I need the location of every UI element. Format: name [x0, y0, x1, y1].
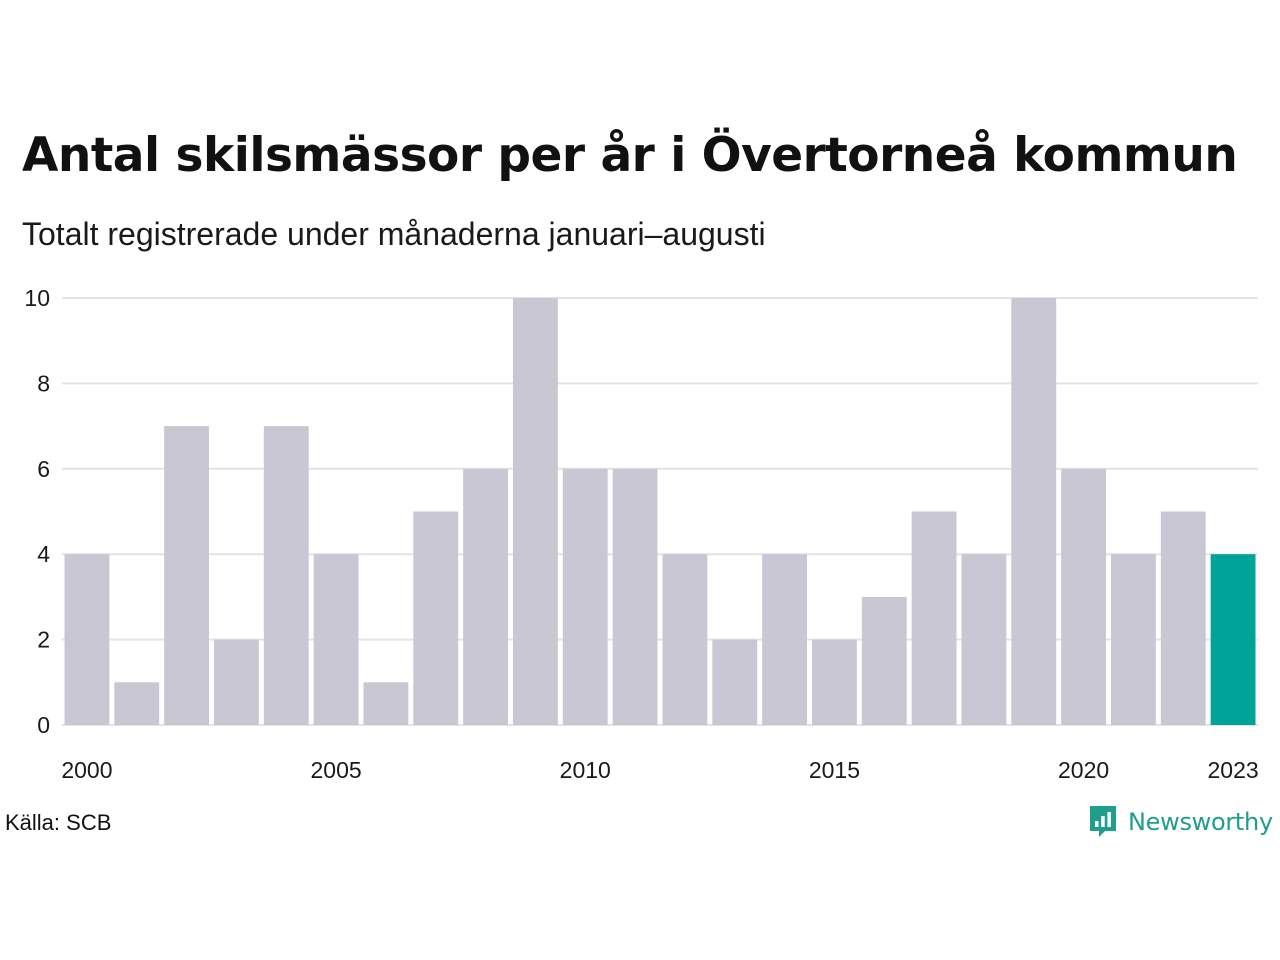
- bar: [114, 682, 160, 725]
- chart-subtitle: Totalt registrerade under månaderna janu…: [22, 216, 766, 252]
- bar: [1210, 554, 1256, 725]
- source-note: Källa: SCB: [5, 810, 112, 835]
- brand-logo: Newsworthy: [1088, 804, 1273, 840]
- bar: [1011, 298, 1057, 725]
- bar: [911, 511, 957, 725]
- bar: [1061, 468, 1106, 725]
- bar: [1111, 554, 1156, 725]
- bar: [1160, 511, 1206, 725]
- bar: [64, 554, 110, 725]
- bar-chart: 0 2 4 6 8 10 2000 2005 2010 2015 2020 2023: [24, 285, 1258, 783]
- brand-name: Newsworthy: [1128, 808, 1273, 836]
- bar: [263, 426, 309, 725]
- bar: [961, 554, 1007, 725]
- bar: [861, 596, 907, 725]
- bar: [662, 554, 708, 725]
- y-tick-label: 10: [24, 285, 50, 311]
- bar: [313, 554, 359, 725]
- bar: [562, 468, 608, 725]
- bar: [513, 298, 558, 725]
- bar: [214, 639, 259, 725]
- bar: [164, 426, 209, 725]
- bar: [463, 468, 508, 725]
- newsworthy-logo-icon: [1090, 806, 1116, 837]
- x-tick-label: 2000: [61, 757, 112, 783]
- x-tick-label: 2023: [1207, 757, 1258, 783]
- y-tick-label: 6: [37, 456, 50, 482]
- x-tick-label: 2010: [560, 757, 611, 783]
- bar: [762, 554, 807, 725]
- bar: [363, 682, 409, 725]
- x-tick-label: 2020: [1058, 757, 1109, 783]
- bar: [712, 639, 758, 725]
- y-tick-label: 0: [37, 712, 50, 738]
- bar: [413, 511, 459, 725]
- x-tick-label: 2015: [809, 757, 860, 783]
- x-tick-label: 2005: [310, 757, 361, 783]
- chart-title: Antal skilsmässor per år i Övertorneå ko…: [22, 128, 1238, 183]
- y-tick-label: 8: [37, 370, 50, 396]
- bar: [612, 468, 658, 725]
- y-tick-label: 4: [37, 541, 50, 567]
- y-tick-label: 2: [37, 627, 50, 653]
- bar: [812, 639, 857, 725]
